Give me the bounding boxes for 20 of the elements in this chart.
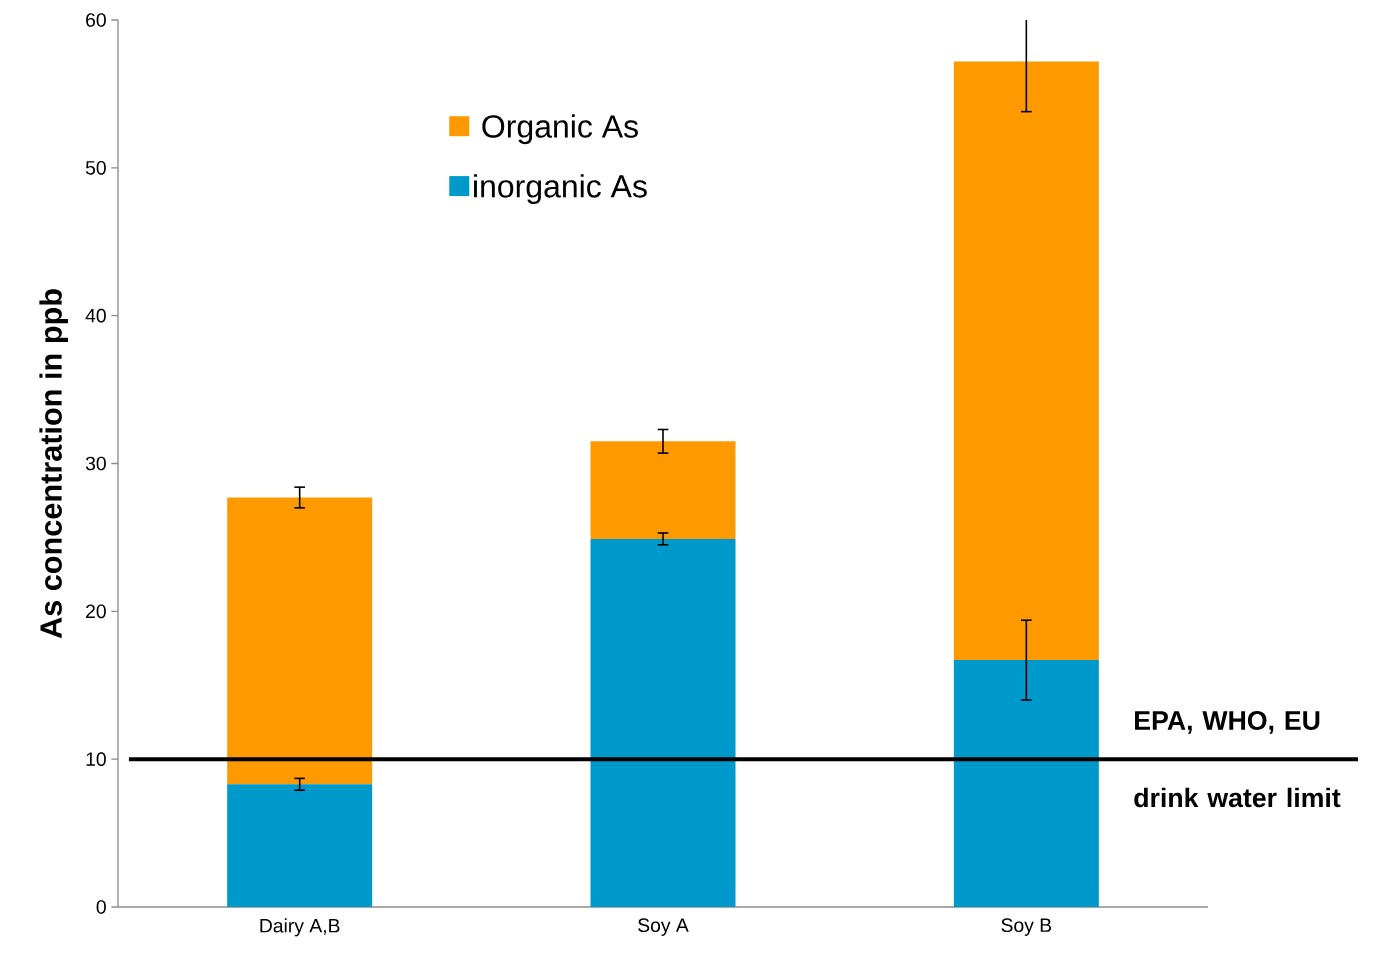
x-tick-label: Soy A [638, 918, 689, 936]
y-tick-label: 10 [86, 752, 106, 766]
y-axis-title: As concentration in ppb [39, 289, 68, 639]
x-tick-label: Soy B [1001, 918, 1052, 936]
bar [227, 784, 373, 907]
x-tick-label: Dairy A,B [260, 918, 340, 937]
bar [227, 497, 373, 785]
bar [953, 660, 1099, 907]
y-tick-label: 30 [85, 456, 106, 471]
bar [590, 538, 736, 907]
legend-label: Organic As [482, 114, 638, 145]
y-tick-label: 0 [96, 900, 106, 914]
text: EPA, WHO, EU drink water limit [1134, 711, 1341, 808]
y-tick-label: 60 [86, 13, 106, 27]
bar [590, 441, 736, 539]
y-tick-label: 50 [85, 160, 106, 175]
bar [953, 61, 1099, 661]
y-tick-label: 40 [85, 308, 106, 323]
y-tick-label: 20 [86, 604, 106, 619]
legend-label: inorganic As [474, 174, 647, 204]
